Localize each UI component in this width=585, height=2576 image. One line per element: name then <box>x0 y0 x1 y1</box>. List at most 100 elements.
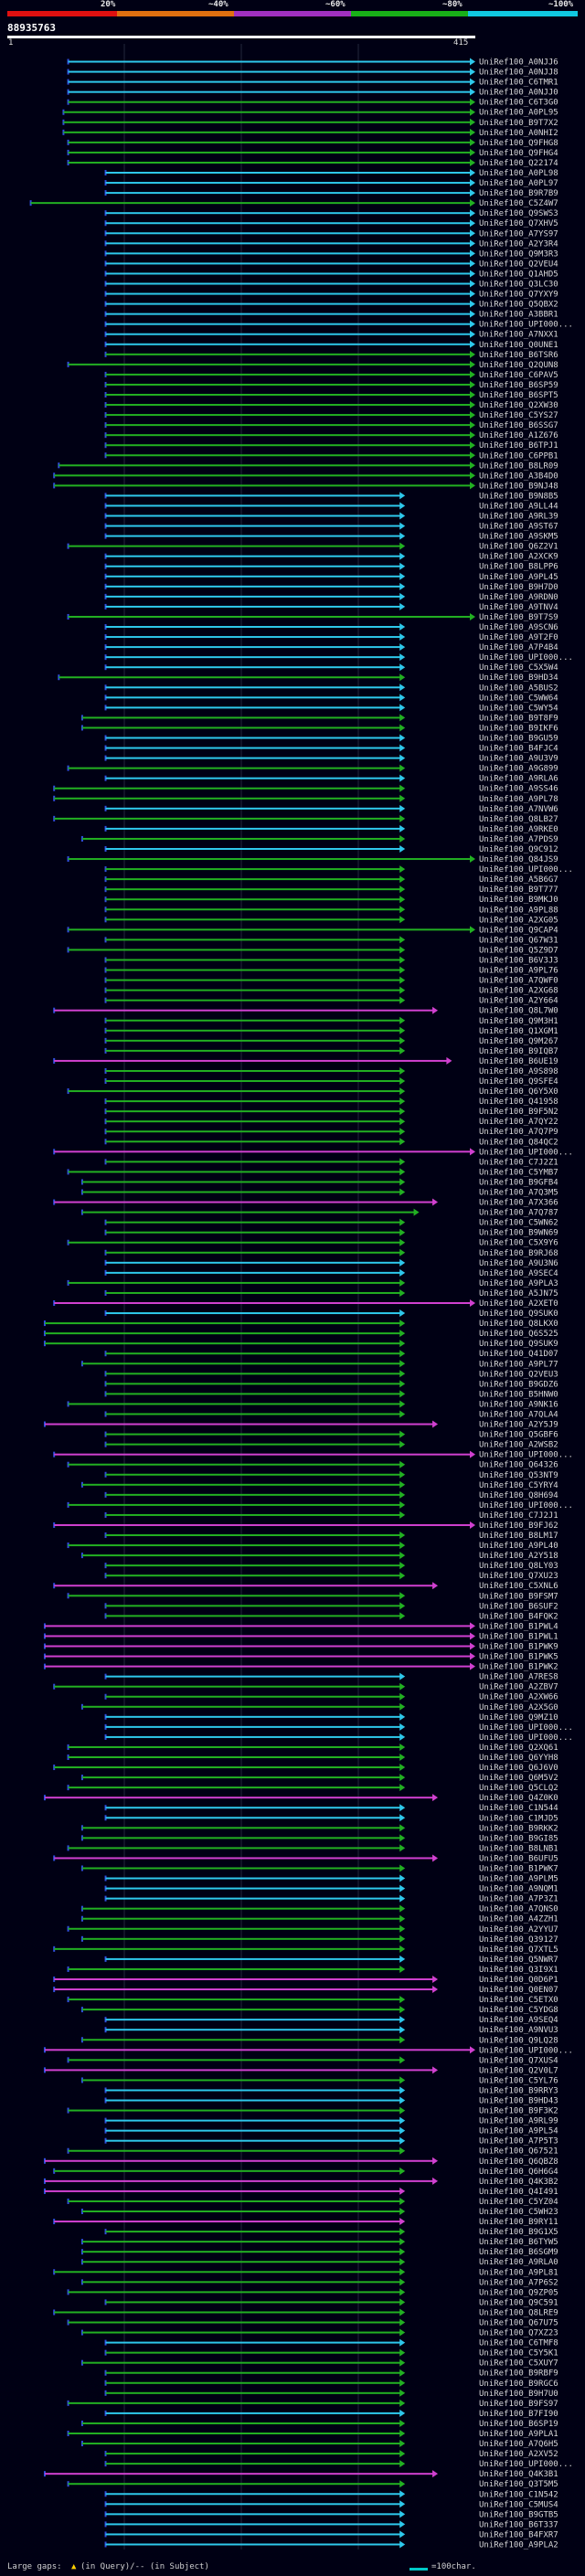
hit-row[interactable]: UniRef100_Q53NT9 <box>104 1470 558 1480</box>
hit-row[interactable]: UniRef100_A7Q787 <box>80 1208 558 1218</box>
hit-label[interactable]: UniRef100_B8LM17 <box>479 1532 558 1541</box>
hit-row[interactable]: UniRef100_A9S898 <box>104 1066 558 1076</box>
hit-label[interactable]: UniRef100_A2Y518 <box>479 1552 558 1561</box>
hit-row[interactable]: UniRef100_Q5GBF6 <box>104 1430 558 1440</box>
hit-label[interactable]: UniRef100_A9ST67 <box>479 523 558 532</box>
hit-label[interactable]: UniRef100_A9RL39 <box>479 513 558 522</box>
hit-row[interactable]: UniRef100_C6T3G0 <box>67 98 558 108</box>
hit-label[interactable]: UniRef100_C5WY54 <box>479 704 558 713</box>
hit-label[interactable]: UniRef100_B6UFU5 <box>479 1854 558 1863</box>
hit-label[interactable]: UniRef100_Q9M267 <box>479 1037 558 1046</box>
hit-label[interactable]: UniRef100_A9SEC4 <box>479 1269 558 1278</box>
hit-row[interactable]: UniRef100_A9RKE0 <box>104 824 558 834</box>
hit-label[interactable]: UniRef100_Q7XU23 <box>479 1572 558 1581</box>
hit-label[interactable]: UniRef100_A7Q787 <box>479 1209 558 1218</box>
hit-label[interactable]: UniRef100_A9PL54 <box>479 2127 558 2136</box>
hit-label[interactable]: UniRef100_Q3LC30 <box>479 281 558 290</box>
hit-row[interactable]: UniRef100_A7X366 <box>53 1198 558 1208</box>
hit-label[interactable]: UniRef100_B6V3J3 <box>479 956 558 965</box>
hit-label[interactable]: UniRef100_B9R7B9 <box>479 189 558 198</box>
hit-row[interactable]: UniRef100_C5ETX0 <box>67 1996 558 2005</box>
hit-label[interactable]: UniRef100_Q5NWR7 <box>479 1956 558 1965</box>
hit-row[interactable]: UniRef100_B9RRY3 <box>104 2086 558 2095</box>
hit-label[interactable]: UniRef100_A1Z676 <box>479 431 558 440</box>
hit-row[interactable]: UniRef100_A9SKM5 <box>104 532 558 542</box>
hit-label[interactable]: UniRef100_Q6Z2V1 <box>479 543 558 552</box>
hit-row[interactable]: UniRef100_C5YDG8 <box>80 2006 558 2015</box>
hit-label[interactable]: UniRef100_UPI000... <box>479 1733 573 1743</box>
hit-label[interactable]: UniRef100_Q4K3B1 <box>479 2470 558 2479</box>
hit-label[interactable]: UniRef100_UPI000... <box>479 2046 573 2055</box>
hit-label[interactable]: UniRef100_Q9LQ28 <box>479 2036 558 2045</box>
hit-row[interactable]: UniRef100_Q0UNE1 <box>104 340 558 350</box>
hit-label[interactable]: UniRef100_B9RY11 <box>479 2218 558 2227</box>
hit-row[interactable]: UniRef100_A5JN75 <box>104 1288 558 1299</box>
hit-row[interactable]: UniRef100_Q2QUN8 <box>67 360 558 370</box>
hit-label[interactable]: UniRef100_B9WN69 <box>479 1229 558 1238</box>
hit-row[interactable]: UniRef100_A9PL45 <box>104 572 558 582</box>
hit-row[interactable]: UniRef100_Q4Z0K0 <box>43 1794 558 1803</box>
hit-row[interactable]: UniRef100_B8LM17 <box>104 1532 558 1541</box>
hit-row[interactable]: UniRef100_C6PAV5 <box>104 370 558 380</box>
hit-label[interactable]: UniRef100_A0NJJ6 <box>479 58 558 68</box>
hit-row[interactable]: UniRef100_A2XET0 <box>53 1299 558 1309</box>
hit-row[interactable]: UniRef100_Q9CAP4 <box>67 926 558 935</box>
hit-label[interactable]: UniRef100_B1PWL1 <box>479 1632 558 1641</box>
hit-label[interactable]: UniRef100_B7FI90 <box>479 2410 558 2419</box>
hit-label[interactable]: UniRef100_Q9CAP4 <box>479 926 558 935</box>
hit-row[interactable]: UniRef100_C5YRY4 <box>80 1480 558 1490</box>
hit-label[interactable]: UniRef100_C1N544 <box>479 1804 558 1813</box>
hit-row[interactable]: UniRef100_Q8LRE9 <box>53 2308 558 2317</box>
hit-row[interactable]: UniRef100_UPI000... <box>104 320 573 330</box>
hit-row[interactable]: UniRef100_B9F3K2 <box>67 2106 558 2116</box>
hit-row[interactable]: UniRef100_B9WN69 <box>104 1228 558 1238</box>
hit-label[interactable]: UniRef100_B6SP19 <box>479 2420 558 2429</box>
hit-row[interactable]: UniRef100_Q67521 <box>67 2147 558 2157</box>
hit-row[interactable]: UniRef100_Q2V0L7 <box>43 2066 558 2075</box>
hit-row[interactable]: UniRef100_A2WSB2 <box>104 1440 558 1450</box>
hit-label[interactable]: UniRef100_A2XW66 <box>479 1693 558 1702</box>
hit-row[interactable]: UniRef100_B6SPT5 <box>104 390 558 400</box>
hit-label[interactable]: UniRef100_A9RDN0 <box>479 593 558 602</box>
hit-label[interactable]: UniRef100_C5YRY4 <box>479 1481 558 1490</box>
hit-label[interactable]: UniRef100_B6SP59 <box>479 381 558 390</box>
hit-label[interactable]: UniRef100_B8LPP6 <box>479 563 558 572</box>
hit-label[interactable]: UniRef100_Q6Y5X0 <box>479 1087 558 1097</box>
hit-label[interactable]: UniRef100_B9FJ62 <box>479 1521 558 1531</box>
hit-label[interactable]: UniRef100_Q9SWS3 <box>479 209 558 218</box>
hit-row[interactable]: UniRef100_Q9MZ10 <box>104 1712 558 1723</box>
hit-label[interactable]: UniRef100_A9S898 <box>479 1067 558 1076</box>
hit-row[interactable]: UniRef100_Q6S525 <box>43 1330 558 1339</box>
hit-row[interactable]: UniRef100_A9U3N6 <box>104 1258 558 1268</box>
hit-label[interactable]: UniRef100_A3BBR1 <box>479 311 558 320</box>
hit-label[interactable]: UniRef100_Q4K3B2 <box>479 2178 558 2187</box>
hit-row[interactable]: UniRef100_Q8LKX0 <box>43 1320 558 1329</box>
hit-label[interactable]: UniRef100_B1PWK5 <box>479 1653 558 1662</box>
hit-label[interactable]: UniRef100_C5YS27 <box>479 411 558 420</box>
hit-row[interactable]: UniRef100_B9H7D0 <box>104 582 558 592</box>
hit-row[interactable]: UniRef100_A7Q3M5 <box>80 1188 558 1198</box>
hit-row[interactable]: UniRef100_B1PWL4 <box>43 1622 558 1631</box>
hit-label[interactable]: UniRef100_Q8L7W0 <box>479 1007 558 1016</box>
hit-label[interactable]: UniRef100_B9HD43 <box>479 2097 558 2106</box>
hit-label[interactable]: UniRef100_A2XG68 <box>479 987 558 996</box>
hit-row[interactable]: UniRef100_Q6J6V0 <box>53 1764 558 1773</box>
hit-row[interactable]: UniRef100_B6TSR6 <box>104 350 558 360</box>
hit-row[interactable]: UniRef100_A9LL44 <box>104 502 558 511</box>
hit-row[interactable]: UniRef100_A7Q7P9 <box>104 1128 558 1137</box>
hit-row[interactable]: UniRef100_A2Y664 <box>104 996 558 1006</box>
hit-row[interactable]: UniRef100_A7QWF0 <box>104 976 558 986</box>
hit-row[interactable]: UniRef100_Q9C912 <box>104 844 558 854</box>
hit-label[interactable]: UniRef100_A9RLA6 <box>479 775 558 784</box>
hit-label[interactable]: UniRef100_A9SCN6 <box>479 623 558 632</box>
hit-row[interactable]: UniRef100_Q5CLQ2 <box>67 1784 558 1793</box>
hit-row[interactable]: UniRef100_Q84QC2 <box>104 1138 558 1147</box>
hit-label[interactable]: UniRef100_A7QWF0 <box>479 977 558 986</box>
hit-row[interactable]: UniRef100_B4FQK2 <box>104 1612 558 1621</box>
hit-label[interactable]: UniRef100_Q41D07 <box>479 1350 558 1359</box>
hit-row[interactable]: UniRef100_A9NK16 <box>67 1400 558 1409</box>
hit-label[interactable]: UniRef100_Q9ZP05 <box>479 2288 558 2297</box>
hit-row[interactable]: UniRef100_B9T8F9 <box>80 714 558 723</box>
hit-row[interactable]: UniRef100_A9PLM5 <box>104 1874 558 1884</box>
hit-label[interactable]: UniRef100_B9H7D0 <box>479 583 558 592</box>
